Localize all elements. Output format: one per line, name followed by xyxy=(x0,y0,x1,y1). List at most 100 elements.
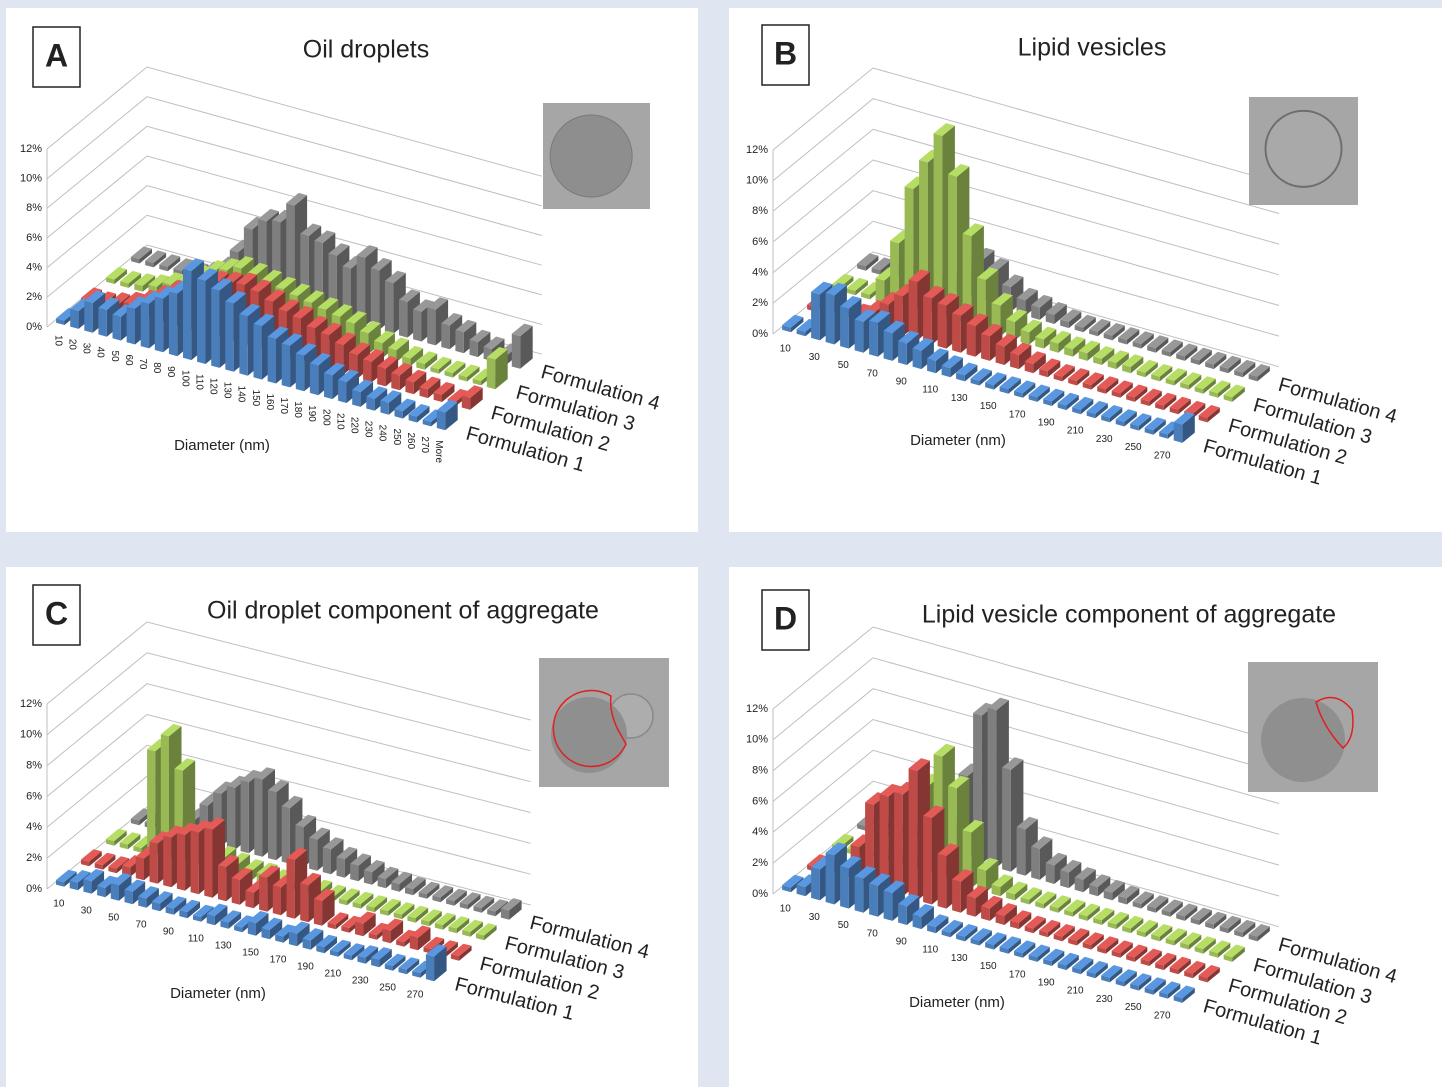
bar-front xyxy=(368,933,377,940)
bar-front xyxy=(985,942,994,950)
bar xyxy=(1223,384,1245,402)
bar-front xyxy=(154,296,164,353)
bar-side xyxy=(413,878,426,896)
bar-top xyxy=(258,208,279,222)
bar-top xyxy=(462,919,483,932)
bar xyxy=(338,888,360,906)
bar-top xyxy=(1151,364,1173,377)
bar-top xyxy=(912,337,934,351)
bar xyxy=(999,936,1021,954)
bar-top xyxy=(840,296,862,309)
bar-front xyxy=(890,240,899,308)
bar xyxy=(1053,364,1075,382)
bar-front xyxy=(126,306,135,345)
bar-side xyxy=(1105,378,1119,394)
bar-side xyxy=(1087,906,1100,921)
bar xyxy=(1176,903,1198,921)
bar-top xyxy=(377,866,399,879)
bar-top xyxy=(350,853,371,866)
bar-side xyxy=(324,936,337,954)
bar-front xyxy=(1144,987,1154,995)
bar-front xyxy=(487,909,496,917)
grid-line xyxy=(46,713,531,813)
bar-side xyxy=(139,248,152,264)
bar-front xyxy=(854,319,864,353)
bar-front xyxy=(1190,357,1200,365)
grid-line xyxy=(46,744,531,844)
bar-front xyxy=(405,380,414,395)
bar-front xyxy=(131,818,140,826)
bar-front xyxy=(908,768,918,901)
x-tick-label: 150 xyxy=(980,401,997,412)
bar-front xyxy=(1176,353,1185,361)
bar-side xyxy=(452,362,466,378)
bar-top xyxy=(1028,944,1050,958)
bar-side xyxy=(388,392,402,415)
bar-front xyxy=(883,890,893,921)
bar-front xyxy=(1097,386,1106,394)
bar-front xyxy=(912,348,922,370)
x-tick-label: 130 xyxy=(951,393,968,404)
bar-side xyxy=(1109,967,1123,983)
bar xyxy=(418,881,440,899)
bar xyxy=(1006,881,1028,901)
bar-top xyxy=(1223,384,1245,398)
y-tick-label: 6% xyxy=(26,790,42,802)
bar-top xyxy=(1068,368,1090,381)
y-tick-label: 4% xyxy=(752,826,768,838)
bar-top xyxy=(1173,411,1195,425)
bar-top xyxy=(1074,314,1096,328)
bar-top xyxy=(1173,985,1195,999)
bar-top xyxy=(985,932,1007,945)
bar-front xyxy=(1014,390,1023,398)
bar xyxy=(1132,891,1154,909)
bar-front xyxy=(1107,922,1117,930)
bar-side xyxy=(256,913,269,936)
bar-top xyxy=(391,362,413,376)
bar-front xyxy=(933,133,943,320)
bar-front xyxy=(966,895,976,917)
bar-top xyxy=(1155,952,1177,966)
bar-side xyxy=(146,888,159,908)
bar-side xyxy=(1130,356,1144,374)
bar-front xyxy=(408,414,417,423)
bar-front xyxy=(120,281,129,288)
bar-top xyxy=(140,291,162,304)
bar-top xyxy=(154,286,176,299)
bar xyxy=(782,314,804,333)
bar-top xyxy=(225,291,247,304)
bar-top xyxy=(473,895,495,908)
bar-top xyxy=(309,827,330,840)
bar xyxy=(1136,919,1158,938)
bar-top xyxy=(1068,928,1090,941)
bar-front xyxy=(1068,938,1077,946)
bar-top xyxy=(119,832,141,845)
bar-top xyxy=(380,390,402,403)
bar-top xyxy=(1093,346,1115,359)
bar xyxy=(110,872,132,901)
bar-side xyxy=(1105,938,1119,954)
bar-front xyxy=(56,880,65,887)
bar-side xyxy=(964,365,978,382)
bar-top xyxy=(218,854,239,868)
bar-front xyxy=(286,858,295,919)
bar-front xyxy=(239,314,248,376)
bar-side xyxy=(1155,337,1169,353)
bar-front xyxy=(1136,930,1146,938)
bar-top xyxy=(338,369,359,383)
bar-top xyxy=(446,888,467,901)
bar-front xyxy=(1082,382,1092,390)
y-tick-label: 0% xyxy=(26,883,42,895)
bar xyxy=(1126,384,1148,402)
bar xyxy=(1118,327,1140,345)
bar-side xyxy=(440,887,454,903)
bar xyxy=(288,921,310,947)
bar-top xyxy=(300,872,321,886)
bar-top xyxy=(345,311,367,324)
bar-side xyxy=(1097,876,1111,897)
bar-side xyxy=(1192,403,1206,419)
bar-top xyxy=(317,297,339,310)
bar-side xyxy=(335,914,349,930)
bar-top xyxy=(1151,924,1173,937)
bar-side xyxy=(921,906,934,930)
